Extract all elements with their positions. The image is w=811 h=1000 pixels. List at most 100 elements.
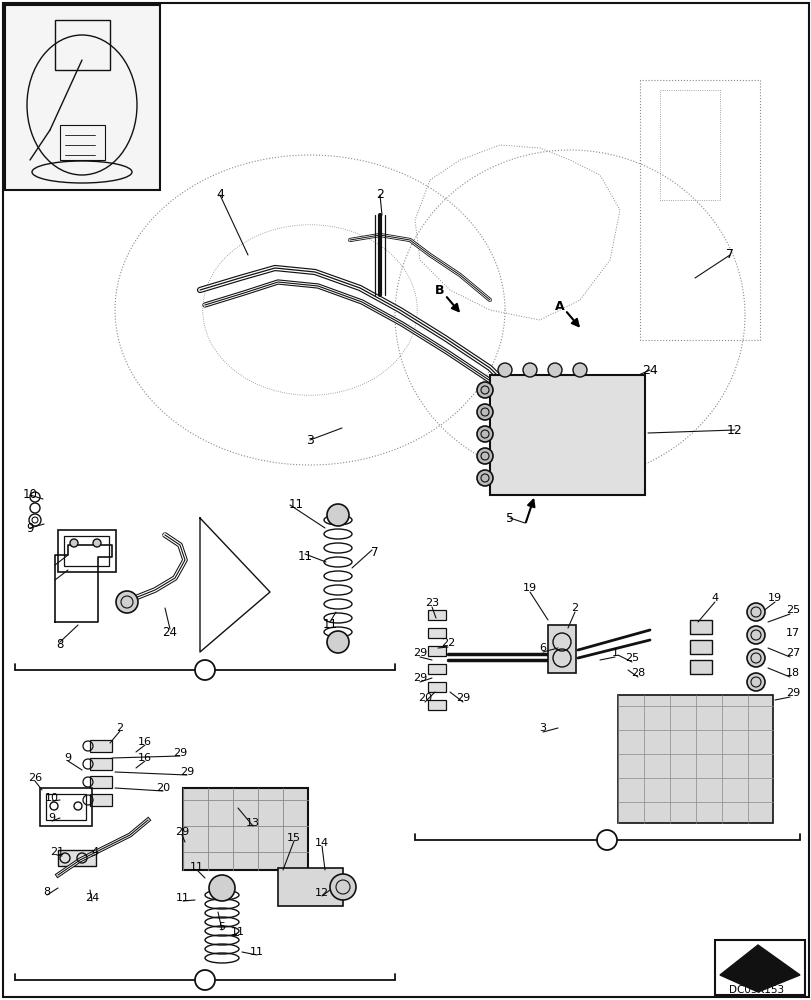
Circle shape [476, 470, 492, 486]
Text: 29: 29 [173, 748, 187, 758]
Bar [277, 868, 342, 906]
Text: 4: 4 [216, 188, 224, 202]
Bar [90, 794, 112, 806]
Bar [427, 610, 445, 620]
Text: 9: 9 [49, 813, 55, 823]
Circle shape [497, 363, 512, 377]
Text: 7: 7 [371, 546, 378, 558]
Circle shape [746, 673, 764, 691]
Text: 20: 20 [418, 693, 431, 703]
Text: 9: 9 [64, 753, 71, 763]
Text: 1: 1 [611, 648, 618, 658]
Text: 11: 11 [288, 498, 303, 512]
Text: 5: 5 [218, 922, 225, 932]
Bar [427, 700, 445, 710]
Bar [40, 788, 92, 826]
Text: 21: 21 [49, 847, 64, 857]
Text: C: C [200, 975, 208, 985]
Bar [55, 20, 109, 70]
Text: 11: 11 [297, 550, 312, 564]
Text: 29: 29 [455, 693, 470, 703]
Bar [489, 375, 644, 495]
Bar [60, 125, 105, 160]
Circle shape [195, 970, 215, 990]
Text: 12: 12 [315, 888, 328, 898]
Bar [46, 794, 86, 820]
Bar [689, 620, 711, 634]
Text: 2: 2 [375, 188, 384, 202]
Bar [617, 695, 772, 823]
Bar [90, 740, 112, 752]
Bar [58, 530, 116, 572]
Text: A: A [555, 300, 564, 312]
Text: 8: 8 [43, 887, 50, 897]
Polygon shape [719, 945, 799, 992]
Text: 24: 24 [85, 893, 99, 903]
Text: 29: 29 [412, 673, 427, 683]
Circle shape [327, 631, 349, 653]
Text: 11: 11 [230, 927, 245, 937]
Text: 3: 3 [539, 723, 546, 733]
Bar [427, 646, 445, 656]
Circle shape [746, 649, 764, 667]
Text: 24: 24 [162, 626, 178, 639]
Text: 28: 28 [630, 668, 644, 678]
Text: 3: 3 [306, 434, 314, 446]
Circle shape [547, 363, 561, 377]
Text: 19: 19 [767, 593, 781, 603]
Bar [90, 758, 112, 770]
Text: 10: 10 [23, 488, 37, 502]
Text: 29: 29 [785, 688, 799, 698]
Text: 22: 22 [440, 638, 454, 648]
Text: 16: 16 [138, 737, 152, 747]
Circle shape [327, 504, 349, 526]
Text: 4: 4 [710, 593, 718, 603]
Circle shape [476, 404, 492, 420]
Circle shape [476, 448, 492, 464]
Circle shape [70, 539, 78, 547]
Circle shape [116, 591, 138, 613]
Text: 19: 19 [522, 583, 536, 593]
Text: A: A [200, 665, 209, 675]
Circle shape [476, 382, 492, 398]
Text: DC03K153: DC03K153 [728, 985, 783, 995]
Text: 6: 6 [539, 643, 546, 653]
Bar [714, 940, 804, 995]
Circle shape [522, 363, 536, 377]
Text: 25: 25 [785, 605, 799, 615]
Text: 25: 25 [624, 653, 638, 663]
Text: 2: 2 [116, 723, 123, 733]
Circle shape [746, 603, 764, 621]
Text: 9: 9 [26, 522, 34, 534]
Text: B: B [435, 284, 444, 296]
Text: 5: 5 [505, 512, 513, 524]
Text: 29: 29 [174, 827, 189, 837]
Text: 17: 17 [785, 628, 799, 638]
Circle shape [573, 363, 586, 377]
Text: 23: 23 [424, 598, 439, 608]
Text: 14: 14 [315, 838, 328, 848]
Bar [64, 536, 109, 566]
Text: 13: 13 [246, 818, 260, 828]
Circle shape [93, 539, 101, 547]
Text: 12: 12 [726, 424, 742, 436]
Circle shape [596, 830, 616, 850]
Bar [689, 660, 711, 674]
Text: 24: 24 [642, 363, 657, 376]
Text: 11: 11 [250, 947, 264, 957]
Text: 16: 16 [138, 753, 152, 763]
Bar [58, 850, 96, 866]
Circle shape [329, 874, 355, 900]
Text: 11: 11 [190, 862, 204, 872]
Bar [5, 5, 160, 190]
Bar [689, 640, 711, 654]
Text: 27: 27 [785, 648, 799, 658]
Bar [427, 682, 445, 692]
Text: 20: 20 [156, 783, 169, 793]
Text: 4: 4 [92, 847, 98, 857]
Circle shape [195, 660, 215, 680]
Circle shape [208, 875, 234, 901]
Text: 29: 29 [412, 648, 427, 658]
Bar [90, 776, 112, 788]
Text: 10: 10 [45, 793, 59, 803]
